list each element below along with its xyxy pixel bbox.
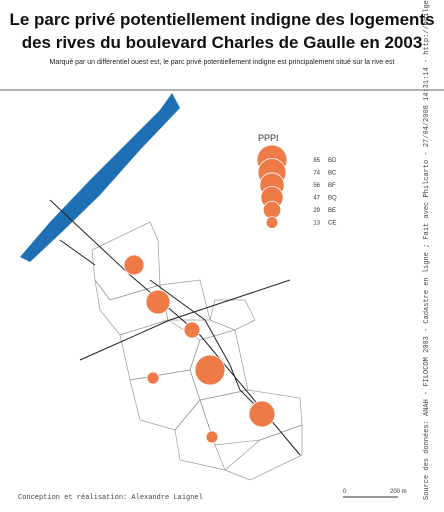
legend-value: 74 xyxy=(313,171,320,177)
parcels xyxy=(91,221,303,481)
scale-bar: 0 200 m xyxy=(343,489,407,498)
legend-value: 13 xyxy=(313,221,320,227)
legend-code: CE xyxy=(328,221,336,227)
subtitle: Marqué par un différentiel ouest est, le… xyxy=(49,59,394,66)
legend-code: BD xyxy=(328,158,337,164)
legend-value: 56 xyxy=(313,183,320,189)
legend-title: PPPI xyxy=(258,133,279,143)
legend: 85 BD 74 BC 56 BF 47 BQ 29 BE 13 CE xyxy=(256,144,337,229)
river xyxy=(20,93,180,262)
legend-code: BE xyxy=(328,208,336,214)
map-bubbles xyxy=(123,254,276,444)
legend-code: BF xyxy=(328,183,336,189)
credit: Conception et réalisation: Alexandre Lai… xyxy=(18,494,203,502)
legend-value: 29 xyxy=(313,208,320,214)
scale-start: 0 xyxy=(343,489,347,495)
legend-bubble xyxy=(262,200,282,220)
legend-code: BQ xyxy=(328,196,337,202)
legend-bubble xyxy=(265,216,279,229)
source: Source des données: ANAH - FILOCOM 2003 … xyxy=(423,0,431,500)
title: des rives du boulevard Charles de Gaulle… xyxy=(22,33,423,52)
legend-value: 85 xyxy=(313,158,320,164)
scale-end: 200 m xyxy=(390,489,407,495)
legend-value: 47 xyxy=(313,196,320,202)
title: Le parc privé potentiellement indigne de… xyxy=(9,10,434,29)
legend-code: BC xyxy=(328,171,337,177)
